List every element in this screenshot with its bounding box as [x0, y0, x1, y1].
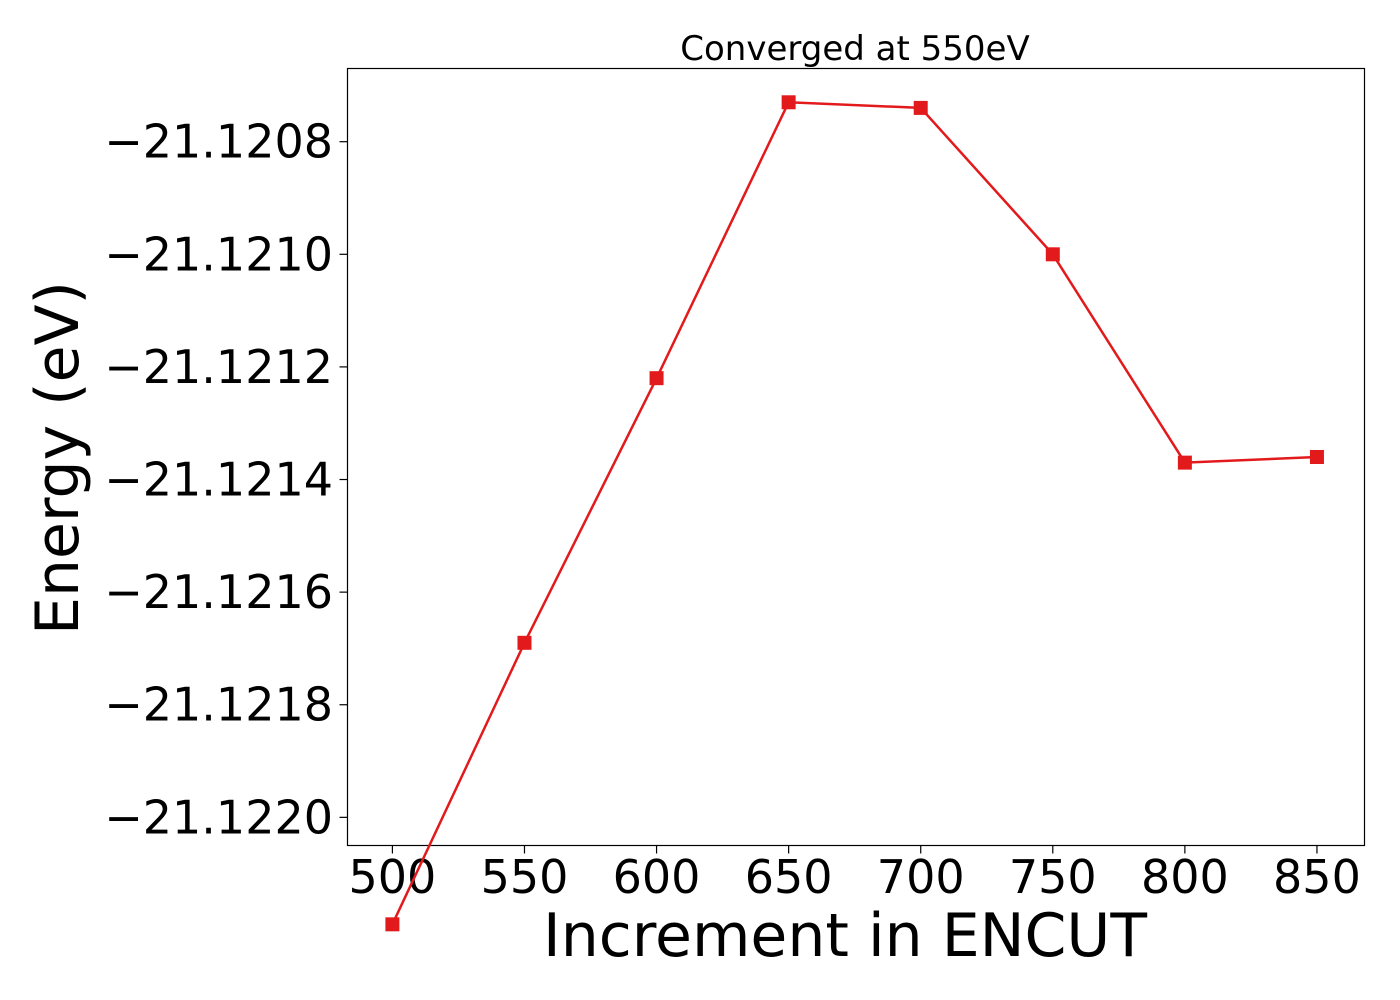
- y-tick-label: −21.1218: [104, 678, 333, 732]
- y-tick-label: −21.1214: [104, 453, 333, 507]
- y-tick-label: −21.1212: [104, 340, 333, 394]
- data-point-marker: [1045, 247, 1060, 262]
- y-tick-label: −21.1220: [104, 790, 333, 844]
- x-tick-label: 550: [481, 850, 569, 904]
- y-tick-label: −21.1208: [104, 115, 333, 169]
- series-layer: [385, 95, 1324, 932]
- data-point-marker: [649, 371, 664, 386]
- y-axis-label: Energy (eV): [23, 281, 93, 635]
- x-axis-label: Increment in ENCUT: [543, 901, 1147, 971]
- chart-title: Converged at 550eV: [680, 29, 1029, 69]
- x-axis-ticks: 500 550 600 650 700 750 800 850: [349, 845, 1361, 904]
- y-tick-label: −21.1216: [104, 565, 333, 619]
- data-point-marker: [385, 917, 400, 932]
- series-line: [391, 101, 1318, 925]
- x-tick-label: 800: [1141, 850, 1229, 904]
- y-axis-ticks: −21.1220 −21.1218 −21.1216 −21.1214 −21.1212…: [104, 115, 348, 844]
- y-tick-label: −21.1210: [104, 227, 333, 281]
- x-tick-label: 650: [745, 850, 833, 904]
- x-tick-label: 700: [877, 850, 965, 904]
- data-point-marker: [1309, 450, 1324, 464]
- x-tick-label: 850: [1273, 850, 1361, 904]
- data-point-marker: [913, 100, 928, 115]
- plot-area-frame: [346, 67, 1366, 847]
- data-point-marker: [1177, 455, 1192, 470]
- x-tick-label: 750: [1009, 850, 1097, 904]
- data-point-marker: [517, 635, 532, 650]
- data-point-marker: [781, 95, 796, 110]
- x-tick-label: 600: [613, 850, 701, 904]
